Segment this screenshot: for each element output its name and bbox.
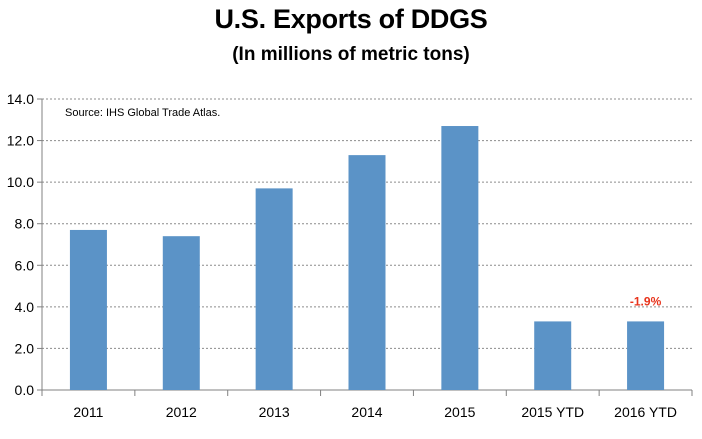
bar	[441, 126, 479, 391]
y-tick-label: 0.0	[15, 382, 35, 398]
bar	[534, 321, 572, 390]
y-tick-label: 10.0	[7, 174, 34, 190]
x-tick-label: 2013	[259, 404, 290, 420]
bar	[162, 236, 200, 390]
bars	[69, 126, 665, 391]
change-annotation: -1.9%	[630, 294, 662, 308]
y-tick-label: 4.0	[15, 299, 35, 315]
y-tick-label: 14.0	[7, 91, 34, 107]
tick-labels: 0.0 2.0 4.0 6.0 8.0 10.0 12.0 14.0 2011 2012 2013 2…	[7, 91, 677, 420]
x-tick-label: 2014	[351, 404, 382, 420]
x-tick-label: 2015 YTD	[521, 404, 584, 420]
x-tick-label: 2011	[73, 404, 103, 420]
bar	[348, 155, 386, 390]
x-tick-label: 2015	[444, 404, 475, 420]
bar	[255, 188, 293, 390]
y-tick-label: 8.0	[15, 216, 35, 232]
x-tick-label: 2012	[166, 404, 197, 420]
y-tick-label: 12.0	[7, 133, 34, 149]
x-tick-label: 2016 YTD	[614, 404, 677, 420]
y-tick-label: 6.0	[15, 257, 35, 273]
chart-title: U.S. Exports of DDGS	[214, 4, 488, 34]
y-tick-label: 2.0	[15, 340, 35, 356]
source-note: Source: IHS Global Trade Atlas.	[65, 107, 220, 119]
bar	[69, 229, 107, 390]
bar	[627, 321, 665, 390]
chart-subtitle: (In millions of metric tons)	[232, 44, 470, 65]
